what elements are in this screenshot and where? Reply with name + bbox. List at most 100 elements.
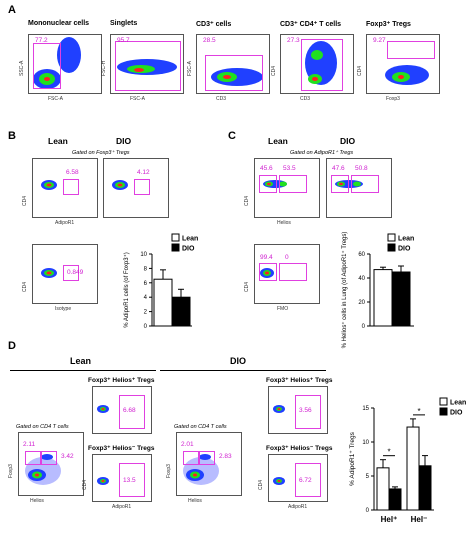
d-dio-gate-left — [183, 451, 199, 465]
b-lean-pct: 6.58 — [66, 169, 79, 176]
a-x-axis-2: CD3 — [216, 96, 227, 102]
a-density-blob-3-3 — [311, 50, 323, 60]
d-lean-underline — [10, 370, 156, 371]
a-x-axis-1: FSC-A — [130, 96, 145, 102]
chartC-bar-0-1 — [391, 271, 411, 327]
c-fmo-pct-right: 0 — [285, 254, 289, 261]
d-bar-chart: 0 5 10 15 % AdipoR1⁺ Tregs Hel⁺ * Hel⁻ * Lean DIO — [349, 397, 466, 524]
c-lean-flow-svg — [263, 180, 287, 188]
chartB-y-tick-label-3: 6 — [144, 281, 148, 287]
d-lean-sub-y-axis: CD4 — [82, 479, 88, 490]
c-dio-gate-right — [351, 175, 379, 193]
a-pct-0: 77.2 — [35, 37, 48, 44]
a-flow-plot-2: 28.5 — [196, 34, 270, 94]
d-lean-x-axis: Helios — [30, 498, 44, 504]
chartD-sig-star-0: * — [387, 448, 390, 457]
d-dio-hneg-gate — [295, 463, 321, 497]
a-gate-0 — [33, 43, 61, 89]
a-density-blob-2-2 — [223, 75, 231, 79]
c-dio-flow-plot: 47.6 50.8 — [326, 158, 392, 218]
a-flow-svg-3 — [305, 41, 337, 85]
chartD-cat-label-1: Hel⁻ — [411, 515, 428, 524]
d-dio-main-plot: 2.01 2.83 — [176, 432, 242, 496]
chartD-bar-0-0 — [376, 467, 390, 511]
d-dio-hneg-plot: 6.72 — [268, 454, 328, 502]
a-plot-title-4: Foxp3⁺ Tregs — [366, 21, 411, 28]
c-lean-gate-right — [279, 175, 307, 193]
a-y-axis-4: CD4 — [357, 65, 363, 76]
c-fmo-gate-left — [259, 263, 277, 281]
chartB-legend-swatch-1 — [171, 243, 180, 252]
d-dio-hpos-plot: 3.56 — [268, 386, 328, 434]
d-lean-hpos-pct: 6.68 — [123, 407, 136, 414]
chartB-y-tick-label-0: 0 — [144, 324, 148, 330]
c-lean-flow-plot: 45.6 53.5 — [254, 158, 320, 218]
a-density-blob-3-2 — [312, 77, 318, 81]
c-lean-pct-left: 45.6 — [260, 165, 273, 172]
c-dio-pct-left: 47.6 — [332, 165, 345, 172]
a-x-axis-4: Foxp3 — [386, 96, 400, 102]
c-dio-header: DIO — [340, 136, 356, 146]
d-lean-gated-text: Gated on CD4 T cells — [16, 424, 69, 430]
a-flow-svg-1 — [117, 59, 177, 75]
c-gated-text: Gated on AdipoR1⁺ Tregs — [290, 150, 354, 156]
d-dio-sub-y-axis: CD4 — [258, 479, 264, 490]
chartC-y-tick-label-3: 60 — [358, 252, 365, 258]
chartC-y-tick-label-0: 0 — [362, 324, 366, 330]
c-x-axis-label: Helios — [277, 220, 291, 226]
c-lean-pct-right: 53.5 — [283, 165, 296, 172]
d-dio-hneg-svg — [273, 477, 285, 485]
b-isotype-gate — [63, 265, 79, 281]
d-dio-hneg-title: Foxp3⁺ Helios⁻ Tregs — [266, 445, 333, 452]
a-plot-title-2: CD3⁺ cells — [196, 21, 232, 28]
panel-label-b: B — [8, 130, 16, 142]
chartC-legend-label-0: Lean — [398, 236, 414, 243]
a-x-axis-3: CD3 — [300, 96, 311, 102]
a-pct-4: 9.27 — [373, 37, 386, 44]
c-dio-gate-left — [331, 175, 349, 193]
d-lean-main-plot: 2.11 3.42 — [18, 432, 84, 496]
a-flow-plot-1: 95.7 — [110, 34, 184, 94]
c-bar-chart: 0 20 40 60 % Helios⁺ cells in Lung (of Adipo… — [341, 232, 414, 349]
d-dio-gated-text: Gated on CD4 T cells — [174, 424, 227, 430]
chartC-y-label: % Helios⁺ cells in Lung (of AdipoR1⁺ Tre… — [341, 232, 348, 349]
d-lean-pct-left: 2.11 — [23, 441, 36, 448]
a-y-axis-3: CD4 — [271, 65, 277, 76]
a-gate-4 — [387, 41, 435, 59]
d-lean-y-axis: Foxp3 — [8, 464, 14, 478]
a-pct-3: 27.3 — [287, 37, 300, 44]
chartB-legend-label-1: DIO — [182, 246, 195, 253]
c-fmo-flow-svg — [260, 268, 274, 278]
chartB-legend-swatch-0 — [171, 233, 180, 242]
a-pct-2: 28.5 — [203, 37, 216, 44]
d-lean-hneg-svg — [97, 477, 109, 485]
d-dio-gate-right — [199, 451, 215, 465]
d-dio-hneg-pct: 6.72 — [299, 477, 312, 484]
panel-label-c: C — [228, 130, 236, 142]
b-x-axis-label: AdipoR1 — [55, 220, 75, 226]
d-lean-hpos-svg — [97, 405, 109, 413]
chartC-y-tick-label-2: 40 — [358, 276, 365, 282]
chartC-legend-label-1: DIO — [398, 246, 411, 253]
b-y-axis-label: CD4 — [22, 195, 28, 206]
d-dio-hpos-svg — [273, 405, 285, 413]
b-isotype-flow-plot: 0.849 — [32, 244, 98, 304]
d-lean-hpos-title: Foxp3⁺ Helios⁺ Tregs — [88, 377, 155, 384]
d-dio-hpos-gate — [295, 395, 321, 429]
b-lean-gate — [63, 179, 79, 195]
chartD-sig-star-1: * — [417, 407, 420, 416]
d-lean-sub-x-axis: AdipoR1 — [112, 504, 132, 510]
chartD-y-label: % AdipoR1⁺ Tregs — [349, 431, 356, 485]
a-density-blob-4-2 — [398, 75, 404, 79]
a-y-axis-1: FSC-H — [101, 60, 107, 76]
d-dio-y-axis: Foxp3 — [166, 464, 172, 478]
chartD-cat-label-0: Hel⁺ — [381, 515, 398, 524]
chartD-y-tick-label-0: 0 — [366, 508, 370, 514]
a-flow-plot-3: 27.3 — [280, 34, 354, 94]
c-lean-gate-left — [259, 175, 277, 193]
chartB-y-label: % AdipoR1 cells (of Foxp3⁺) — [123, 252, 130, 328]
c-dio-pct-right: 50.8 — [355, 165, 368, 172]
d-dio-hpos-title: Foxp3⁺ Helios⁺ Tregs — [266, 377, 333, 384]
b-lean-flow-plot: 6.58 — [32, 158, 98, 218]
a-flow-plot-0: 77.2 — [28, 34, 102, 94]
